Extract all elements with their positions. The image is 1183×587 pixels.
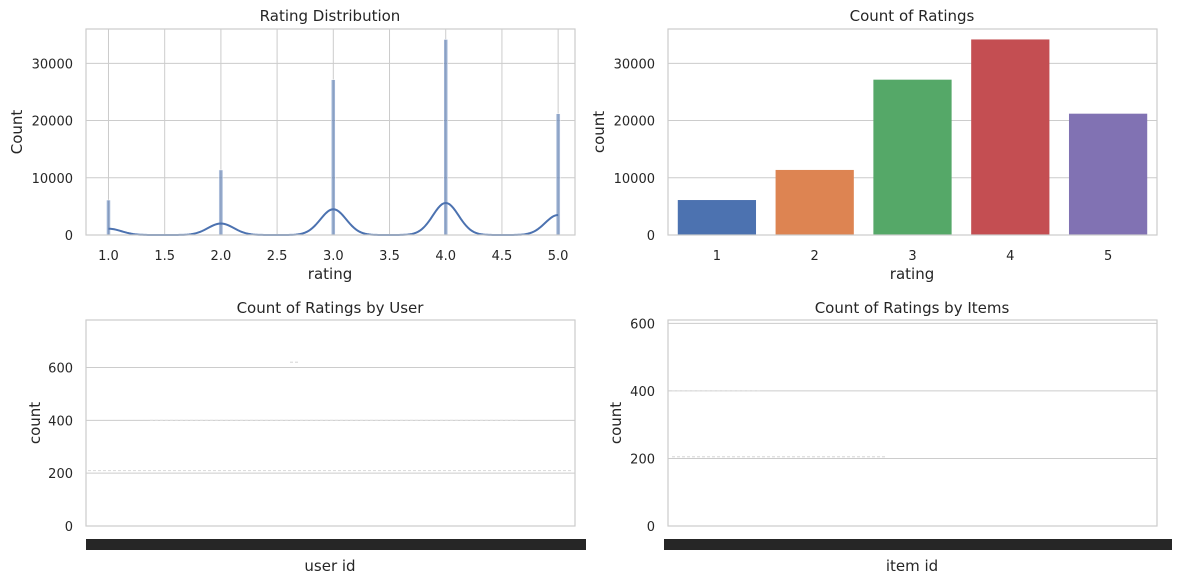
chart-title: Count of Ratings by Items bbox=[815, 299, 1010, 317]
item-id-tick-labels bbox=[664, 539, 1172, 550]
chart-title: Rating Distribution bbox=[260, 7, 401, 25]
y-tick-label: 30000 bbox=[32, 57, 73, 72]
histogram-bar bbox=[555, 113, 561, 236]
y-axis-label: count bbox=[607, 402, 625, 444]
plot-frame bbox=[667, 319, 1158, 527]
y-axis-label: count bbox=[590, 111, 608, 153]
item-bars bbox=[672, 390, 885, 458]
plot-frame bbox=[85, 319, 576, 527]
y-axis-label: count bbox=[26, 402, 44, 444]
x-tick-label: 1.0 bbox=[98, 249, 119, 264]
chart-title: Count of Ratings bbox=[850, 7, 975, 25]
x-tick-label: 3.0 bbox=[323, 249, 344, 264]
ratings-by-items-panel: 0 200 400 600 Count of Ratings by Items ite… bbox=[607, 299, 1172, 575]
y-tick-label: 0 bbox=[65, 229, 73, 244]
y-tick-label: 600 bbox=[630, 317, 655, 332]
y-tick-label: 10000 bbox=[32, 172, 73, 187]
plot-frame bbox=[85, 28, 576, 236]
y-tick-label: 200 bbox=[630, 452, 655, 467]
ratings-by-user-panel: 0 200 400 600 Count of Ratings by User user… bbox=[26, 299, 586, 575]
y-tick-label: 600 bbox=[48, 362, 73, 377]
x-tick-label: 5 bbox=[1104, 249, 1112, 264]
x-tick-label: 4 bbox=[1006, 249, 1014, 264]
x-axis-label: rating bbox=[890, 265, 934, 283]
rating-distribution-panel: 1.0 1.5 2.0 2.5 3.0 3.5 4.0 4.5 5.0 0 10000 20000 3… bbox=[8, 7, 576, 283]
y-tick-label: 0 bbox=[65, 520, 73, 535]
bar-rating-4 bbox=[971, 39, 1050, 235]
x-tick-label: 4.0 bbox=[435, 249, 456, 264]
user-id-tick-labels bbox=[86, 539, 586, 550]
x-axis-label: item id bbox=[886, 557, 938, 575]
bar-rating-3 bbox=[873, 79, 952, 235]
x-tick-label: 2 bbox=[811, 249, 819, 264]
bar-rating-2 bbox=[775, 169, 854, 235]
x-axis-label: user id bbox=[304, 557, 355, 575]
y-tick-label: 0 bbox=[647, 229, 655, 244]
histogram-bar bbox=[331, 79, 336, 236]
user-bars bbox=[88, 361, 573, 472]
histogram-bar bbox=[218, 169, 224, 236]
x-tick-label: 1 bbox=[713, 249, 721, 264]
x-tick-label: 4.5 bbox=[492, 249, 513, 264]
x-tick-label: 3.5 bbox=[379, 249, 400, 264]
y-tick-label: 30000 bbox=[614, 57, 655, 72]
y-tick-label: 200 bbox=[48, 467, 73, 482]
x-tick-label: 2.0 bbox=[211, 249, 232, 264]
histogram-bar bbox=[106, 199, 111, 236]
y-tick-label: 0 bbox=[647, 520, 655, 535]
x-tick-label: 3 bbox=[908, 249, 916, 264]
bar-rating-1 bbox=[677, 200, 757, 235]
y-tick-label: 400 bbox=[48, 414, 73, 429]
bar-rating-5 bbox=[1068, 113, 1148, 235]
chart-title: Count of Ratings by User bbox=[237, 299, 425, 317]
y-tick-label: 10000 bbox=[614, 172, 655, 187]
plot-frame bbox=[667, 28, 1158, 236]
histogram-bar bbox=[443, 39, 448, 236]
x-tick-label: 2.5 bbox=[267, 249, 288, 264]
y-axis-label: Count bbox=[8, 110, 26, 155]
x-tick-label: 1.5 bbox=[154, 249, 175, 264]
y-tick-label: 400 bbox=[630, 385, 655, 400]
y-tick-label: 20000 bbox=[614, 115, 655, 130]
y-tick-label: 20000 bbox=[32, 115, 73, 130]
x-axis-label: rating bbox=[308, 265, 352, 283]
x-tick-label: 5.0 bbox=[548, 249, 569, 264]
